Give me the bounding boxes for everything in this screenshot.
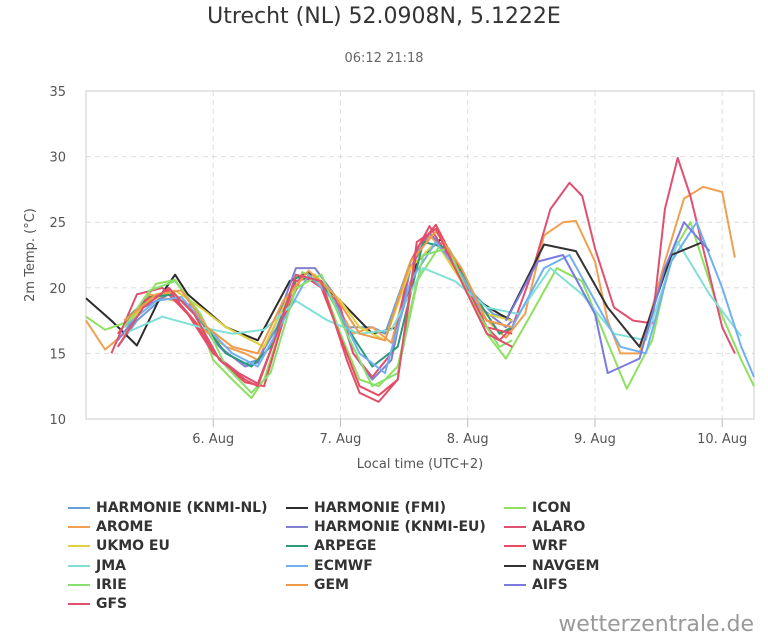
legend-item[interactable]: GFS [68, 595, 127, 613]
legend-label: ICON [532, 500, 572, 516]
legend-swatch [504, 545, 526, 548]
x-tick-label: 7. Aug [320, 432, 362, 447]
series-line-jma [123, 240, 743, 342]
legend-item[interactable]: JMA [68, 557, 126, 575]
legend-label: GEM [314, 576, 349, 593]
series-line-arome [85, 185, 736, 361]
y-axis-label: 2m Temp. (°C) [23, 208, 38, 302]
legend-swatch [286, 583, 308, 586]
legend-item[interactable]: ECMWF [286, 557, 373, 575]
legend-swatch [286, 507, 308, 509]
legend-swatch [286, 526, 308, 529]
series-line-ecmwf [123, 221, 755, 378]
y-axis-ticks: 35 30 25 20 15 10 [49, 85, 66, 428]
legend-item[interactable]: ALARO [504, 518, 585, 536]
legend-swatch [68, 545, 90, 548]
series-line-wrf [117, 223, 513, 397]
legend-swatch [504, 526, 526, 529]
legend-label: GFS [96, 596, 128, 612]
y-tick-label: 30 [49, 151, 66, 166]
legend-item[interactable]: ICON [504, 499, 571, 517]
legend-swatch [504, 583, 526, 586]
series-layer [85, 156, 755, 403]
y-tick-label: 15 [49, 347, 66, 362]
legend-item[interactable]: GEM [286, 576, 349, 594]
legend-item[interactable]: HARMONIE (KNMI-NL) [68, 499, 267, 517]
y-tick-label: 35 [49, 85, 66, 100]
legend-label: HARMONIE (FMI) [314, 500, 447, 516]
legend-item[interactable]: WRF [504, 537, 568, 555]
x-tick-label: 6. Aug [192, 432, 234, 447]
legend-label: AROME [96, 519, 154, 536]
y-tick-label: 20 [49, 282, 66, 297]
series-line-gfs [116, 227, 513, 403]
legend-item[interactable]: ARPEGE [286, 537, 377, 555]
legend-item[interactable]: NAVGEM [504, 557, 599, 575]
legend-item[interactable]: HARMONIE (KNMI-EU) [286, 518, 486, 536]
legend-swatch [68, 603, 90, 605]
legend-label: HARMONIE (KNMI-NL) [96, 500, 268, 516]
legend-label: ECMWF [314, 557, 373, 574]
x-tick-label: 10. Aug [697, 432, 747, 447]
x-tick-label: 8. Aug [447, 432, 489, 447]
legend-swatch [286, 564, 308, 567]
legend-swatch [68, 583, 90, 586]
legend-label: AIFS [532, 576, 568, 593]
series-line-gem [123, 230, 513, 355]
y-tick-label: 25 [49, 216, 66, 231]
legend-label: IRIE [96, 576, 127, 593]
legend-swatch [68, 564, 90, 567]
legend-item[interactable]: UKMO EU [68, 537, 170, 555]
legend-label: UKMO EU [96, 538, 170, 555]
legend-swatch [68, 507, 90, 509]
legend-swatch [504, 564, 526, 567]
legend-swatch [68, 526, 90, 529]
legend-label: ARPEGE [314, 538, 377, 555]
legend-label: WRF [532, 538, 568, 555]
y-tick-label: 10 [49, 413, 66, 428]
legend-swatch [286, 545, 308, 548]
legend-label: JMA [96, 557, 126, 574]
chart-title: Utrecht (NL) 52.0908N, 5.1222E [207, 4, 561, 29]
source-credit: wetterzentrale.de [558, 612, 754, 637]
plot-area [85, 90, 755, 420]
legend-label: ALARO [532, 519, 586, 536]
legend-swatch [504, 507, 526, 509]
x-tick-label: 9. Aug [574, 432, 616, 447]
legend-label: HARMONIE (KNMI-EU) [314, 519, 486, 536]
x-axis-label: Local time (UTC+2) [357, 457, 483, 472]
legend-item[interactable]: AROME [68, 518, 153, 536]
legend-item[interactable]: HARMONIE (FMI) [286, 499, 446, 517]
legend-label: NAVGEM [532, 557, 600, 574]
x-axis-ticks: 6. Aug 7. Aug 8. Aug 9. Aug 10. Aug [192, 419, 747, 447]
chart-subtitle: 06:12 21:18 [344, 51, 424, 66]
legend-item[interactable]: AIFS [504, 576, 568, 594]
temperature-chart: 35 30 25 20 15 10 6. Aug 7. Aug 8. Aug 9. Aug 10.… [23, 85, 755, 472]
legend-item[interactable]: IRIE [68, 576, 127, 594]
series-line-aifs [505, 221, 711, 375]
series-line-irie [123, 247, 513, 394]
